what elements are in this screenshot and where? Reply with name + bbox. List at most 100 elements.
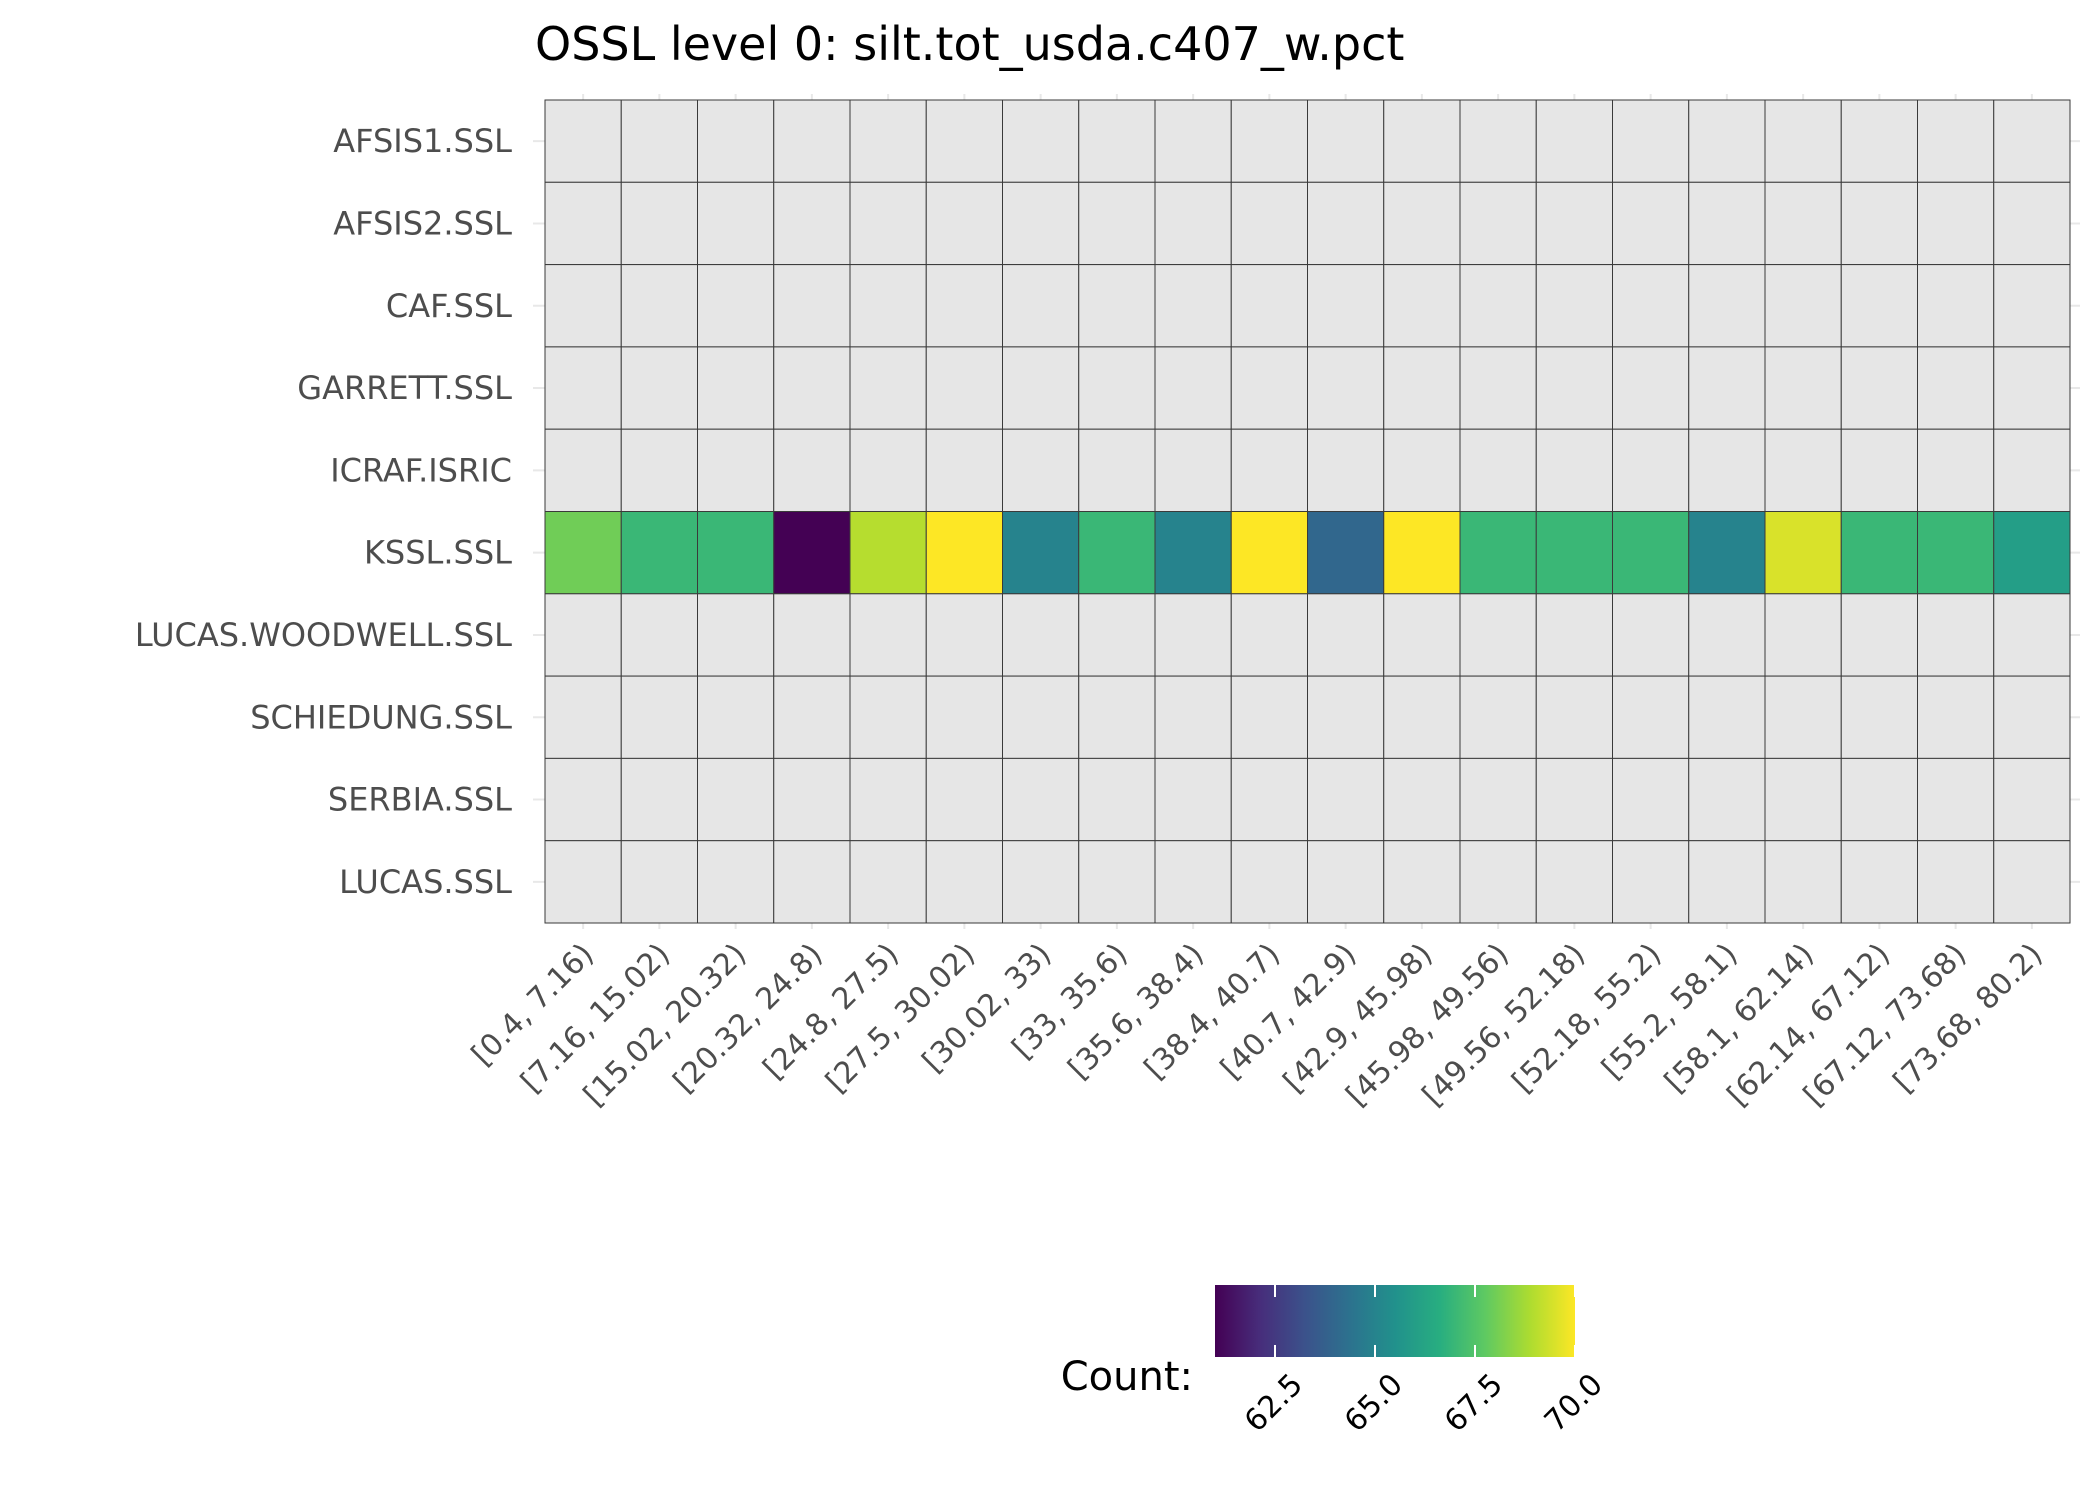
heatmap-cell — [1154, 264, 1232, 348]
heatmap-cell — [1383, 675, 1461, 759]
heatmap-cell — [1764, 675, 1842, 759]
heatmap-cell — [697, 840, 775, 924]
heatmap-cell — [1383, 593, 1461, 677]
heatmap-cell — [1764, 511, 1842, 595]
heatmap-cell — [620, 511, 698, 595]
color-legend: Count: 62.5 65.0 67.5 70.0 — [1061, 1285, 1610, 1439]
heatmap-cell — [1917, 757, 1995, 842]
heatmap-cell — [1993, 99, 2071, 183]
heatmap-cell — [1307, 99, 1385, 183]
heatmap-cell — [1688, 675, 1766, 759]
heatmap-cell — [1535, 99, 1613, 183]
heatmap-cell — [1612, 428, 1690, 513]
heatmap-cell — [1383, 181, 1461, 266]
heatmap-cell — [1002, 757, 1080, 842]
heatmap-cell — [1230, 264, 1308, 348]
heatmap-cell — [1154, 181, 1232, 266]
legend-colorbar — [1215, 1285, 1575, 1357]
heatmap-cell — [697, 511, 775, 595]
heatmap-cell — [849, 757, 927, 842]
heatmap-cell — [773, 840, 851, 924]
heatmap-cell — [1535, 675, 1613, 759]
heatmap-cell — [544, 264, 622, 348]
heatmap-cell — [697, 181, 775, 266]
heatmap-cell — [1459, 346, 1537, 430]
heatmap-cell — [1002, 181, 1080, 266]
heatmap-cell — [697, 428, 775, 513]
heatmap-cell — [1993, 346, 2071, 430]
heatmap-cell — [1383, 840, 1461, 924]
heatmap-cell — [1612, 511, 1690, 595]
heatmap-cell — [1230, 346, 1308, 430]
heatmap-cell — [697, 675, 775, 759]
heatmap-cell — [1688, 757, 1766, 842]
heatmap-cell — [1002, 428, 1080, 513]
heatmap-cell — [1383, 428, 1461, 513]
heatmap-cell — [1993, 757, 2071, 842]
heatmap-cell — [925, 428, 1003, 513]
heatmap-cell — [1078, 757, 1156, 842]
heatmap-cell — [925, 593, 1003, 677]
heatmap-cell — [1612, 757, 1690, 842]
heatmap-cell — [544, 757, 622, 842]
heatmap-cell — [1993, 181, 2071, 266]
heatmap-cell — [1230, 840, 1308, 924]
heatmap-cell — [544, 840, 622, 924]
heatmap-cell — [1535, 264, 1613, 348]
heatmap-cell — [544, 675, 622, 759]
heatmap-cell — [1307, 511, 1385, 595]
heatmap-cell — [849, 181, 927, 266]
heatmap-cell — [1535, 840, 1613, 924]
heatmap-cell — [544, 181, 622, 266]
heatmap-cell — [544, 428, 622, 513]
heatmap-cell — [544, 99, 622, 183]
heatmap-cell — [1002, 840, 1080, 924]
heatmap-cell — [849, 840, 927, 924]
heatmap-cell — [1230, 511, 1308, 595]
heatmap-cell — [849, 511, 927, 595]
heatmap-cell — [1459, 511, 1537, 595]
heatmap-cell — [1154, 840, 1232, 924]
heatmap-cell — [1078, 428, 1156, 513]
heatmap-cell — [1154, 593, 1232, 677]
heatmap-cell — [1383, 511, 1461, 595]
heatmap-cell — [1917, 346, 1995, 430]
heatmap-cell — [1764, 264, 1842, 348]
heatmap-cell — [925, 264, 1003, 348]
heatmap-cell — [1078, 264, 1156, 348]
heatmap-cell — [925, 346, 1003, 430]
chart-title: OSSL level 0: silt.tot_usda.c407_w.pct — [535, 17, 1404, 71]
heatmap-cell — [1154, 757, 1232, 842]
heatmap-cell — [1230, 593, 1308, 677]
heatmap-cell — [1459, 840, 1537, 924]
heatmap-cell — [1612, 99, 1690, 183]
heatmap-cell — [925, 757, 1003, 842]
legend-tick-label: 65.0 — [1338, 1367, 1410, 1439]
heatmap-cell — [1307, 428, 1385, 513]
heatmap-cell — [1917, 428, 1995, 513]
heatmap-cell — [1840, 99, 1918, 183]
heatmap-cell — [1459, 264, 1537, 348]
heatmap-cell — [1612, 181, 1690, 266]
heatmap-cell — [1307, 675, 1385, 759]
heatmap-cell — [1002, 593, 1080, 677]
heatmap-cell — [620, 675, 698, 759]
heatmap-cell — [1764, 99, 1842, 183]
heatmap-cell — [620, 181, 698, 266]
heatmap-cell — [1459, 757, 1537, 842]
heatmap-cell — [697, 593, 775, 677]
y-tick-label: SERBIA.SSL — [328, 781, 512, 819]
heatmap-cell — [773, 593, 851, 677]
heatmap-cell — [1230, 757, 1308, 842]
heatmap-cell — [1917, 181, 1995, 266]
y-tick-label: ICRAF.ISRIC — [330, 451, 512, 489]
heatmap-cell — [1840, 593, 1918, 677]
heatmap-cell — [1383, 99, 1461, 183]
heatmap-cell — [1917, 99, 1995, 183]
heatmap-cell — [1459, 593, 1537, 677]
heatmap-cell — [1993, 511, 2071, 595]
heatmap-cell — [1459, 428, 1537, 513]
heatmap-cell — [1230, 99, 1308, 183]
heatmap-cell — [1459, 675, 1537, 759]
heatmap-cell — [1383, 346, 1461, 430]
